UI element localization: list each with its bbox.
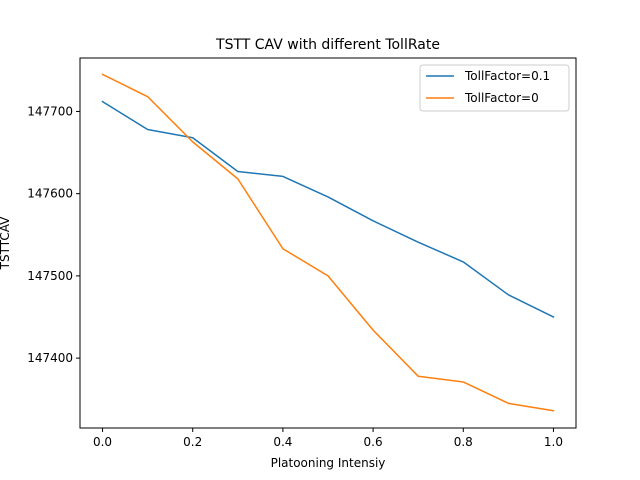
x-tick-label: 0.4: [273, 435, 292, 449]
y-axis-ticks: 147400 147500 147600 147700: [27, 104, 80, 365]
y-tick-label: 147400: [27, 351, 73, 365]
axes-frame: [79, 57, 577, 429]
y-tick-label: 147700: [27, 104, 73, 118]
x-tick-label: 0.0: [93, 435, 112, 449]
series-line-1: [101, 73, 555, 412]
x-tick-label: 0.8: [454, 435, 473, 449]
x-axis-ticks: 0.0 0.2 0.4 0.6 0.8 1.0: [93, 428, 563, 449]
plot-area: [80, 58, 576, 428]
legend-box: [419, 64, 570, 112]
series-line-0: [101, 100, 555, 319]
legend-label-1: TollFactor=0: [464, 91, 539, 105]
x-tick-label: 0.2: [183, 435, 202, 449]
legend: TollFactor=0.1 TollFactor=0: [419, 64, 570, 112]
y-axis-label: TSTTCAV: [0, 216, 12, 271]
series-layer: [101, 73, 555, 412]
legend-label-0: TollFactor=0.1: [464, 69, 550, 83]
x-tick-label: 0.6: [364, 435, 383, 449]
x-axis-label: Platooning Intensiy: [271, 456, 386, 470]
y-tick-label: 147600: [27, 187, 73, 201]
x-tick-label: 1.0: [544, 435, 563, 449]
chart-title: TSTT CAV with different TollRate: [215, 37, 440, 53]
y-tick-label: 147500: [27, 269, 73, 283]
